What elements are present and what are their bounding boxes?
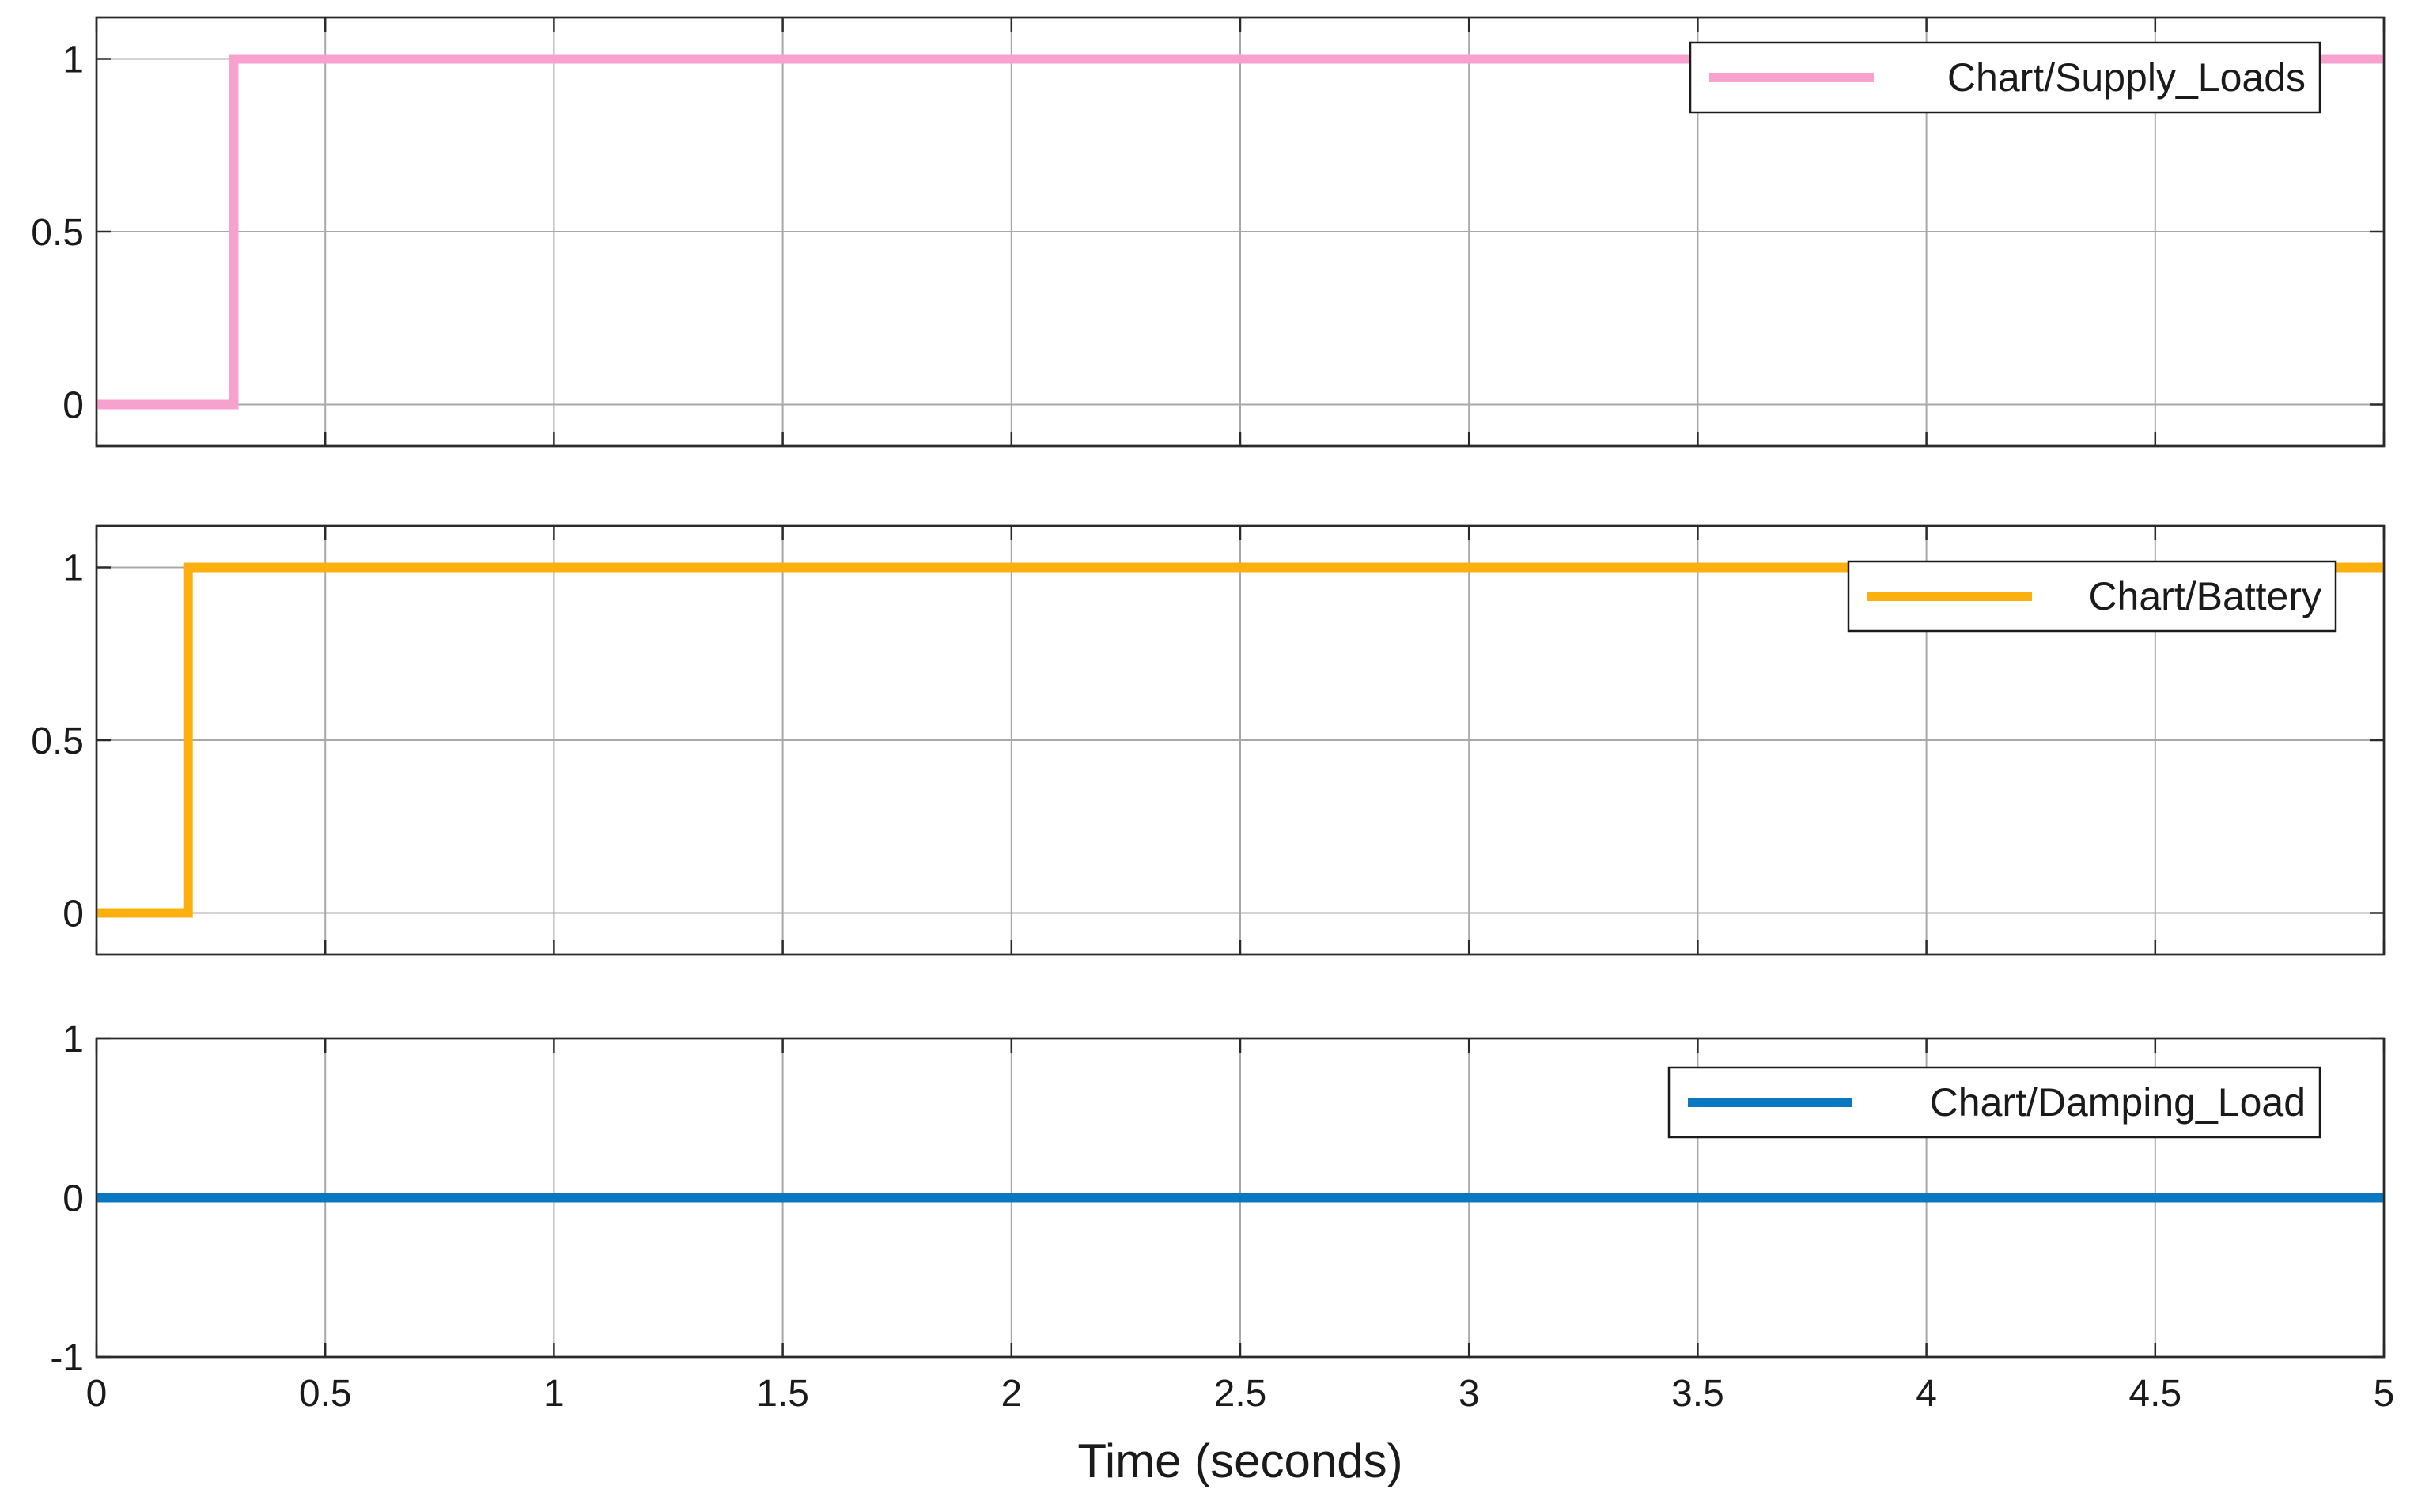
axes-border [95,16,2386,448]
y-tick-label: 1 [62,547,84,589]
x-axis-label: Time (seconds) [1077,1435,1402,1487]
subplot-2: 0 0.5 1 Chart/Battery [31,524,2386,956]
y-tick-label: -1 [50,1337,84,1379]
axes-border [95,1037,2386,1359]
y-tick-label: 0.5 [31,212,84,254]
legend: Chart/Supply_Loads [1689,41,2321,114]
legend-entry: Chart/Supply_Loads [1947,55,2306,100]
x-tick-label: 0.5 [299,1373,352,1415]
subplot-1: 0 0.5 1 Chart/Supply_Loads [31,16,2386,448]
x-tick-label: 2.5 [1214,1373,1267,1415]
subplot-3: -1 0 1 Chart/Damping_Load [50,1019,2386,1379]
legend: Chart/Battery [1847,560,2337,633]
legend: Chart/Damping_Load [1667,1066,2321,1139]
x-tick-label: 3.5 [1671,1373,1724,1415]
y-tick-label: 1 [62,39,84,81]
series-line [96,562,2384,918]
y-tick-label: 0 [62,894,84,936]
y-tick-label: 0 [62,385,84,427]
y-tick-label: 0.5 [31,720,84,762]
x-tick-label: 0 [86,1373,108,1415]
legend-entry: Chart/Damping_Load [1930,1080,2306,1125]
x-tick-label: 1 [543,1373,565,1415]
x-tick-label: 4.5 [2128,1373,2181,1415]
x-tick-label: 4 [1916,1373,1937,1415]
y-tick-label: 1 [62,1019,84,1060]
x-tick-label: 3 [1459,1373,1480,1415]
series-line [96,54,2384,410]
x-tick-label: 1.5 [756,1373,809,1415]
axes-border [95,524,2386,956]
y-tick-label: 0 [62,1178,84,1220]
legend-entry: Chart/Battery [2088,574,2321,618]
x-tick-label: 5 [2374,1373,2395,1415]
x-tick-label: 2 [1001,1373,1022,1415]
